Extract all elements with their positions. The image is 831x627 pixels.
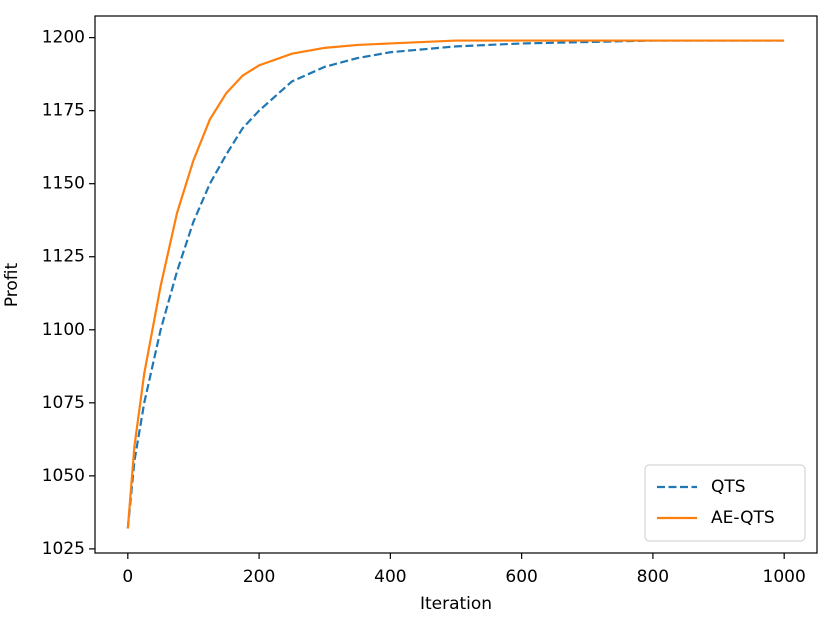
y-tick-label: 1200 xyxy=(42,28,85,48)
x-tick-label: 400 xyxy=(374,567,406,587)
plot-frame xyxy=(94,15,818,554)
y-axis-label: Profit xyxy=(2,262,22,307)
x-axis-label: Iteration xyxy=(420,594,492,614)
legend-box xyxy=(644,464,806,542)
x-tick-label: 0 xyxy=(122,567,133,587)
legend-label: QTS xyxy=(711,477,746,497)
y-tick-label: 1075 xyxy=(42,393,85,413)
line xyxy=(126,39,785,529)
line xyxy=(126,39,785,529)
x-tick-label: 600 xyxy=(505,567,537,587)
y-tick-label: 1150 xyxy=(42,174,85,194)
x-tick-label: 1000 xyxy=(763,567,806,587)
legend-label: AE-QTS xyxy=(711,508,775,528)
y-tick-label: 1050 xyxy=(42,466,85,486)
x-tick-label: 800 xyxy=(637,567,669,587)
y-tick-label: 1125 xyxy=(42,247,85,267)
y-tick-label: 1100 xyxy=(42,320,85,340)
x-tick-label: 200 xyxy=(243,567,275,587)
y-tick-label: 1175 xyxy=(42,101,85,121)
y-tick-label: 1025 xyxy=(42,539,85,559)
